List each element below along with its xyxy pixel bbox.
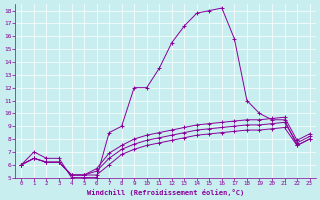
X-axis label: Windchill (Refroidissement éolien,°C): Windchill (Refroidissement éolien,°C)	[87, 189, 244, 196]
